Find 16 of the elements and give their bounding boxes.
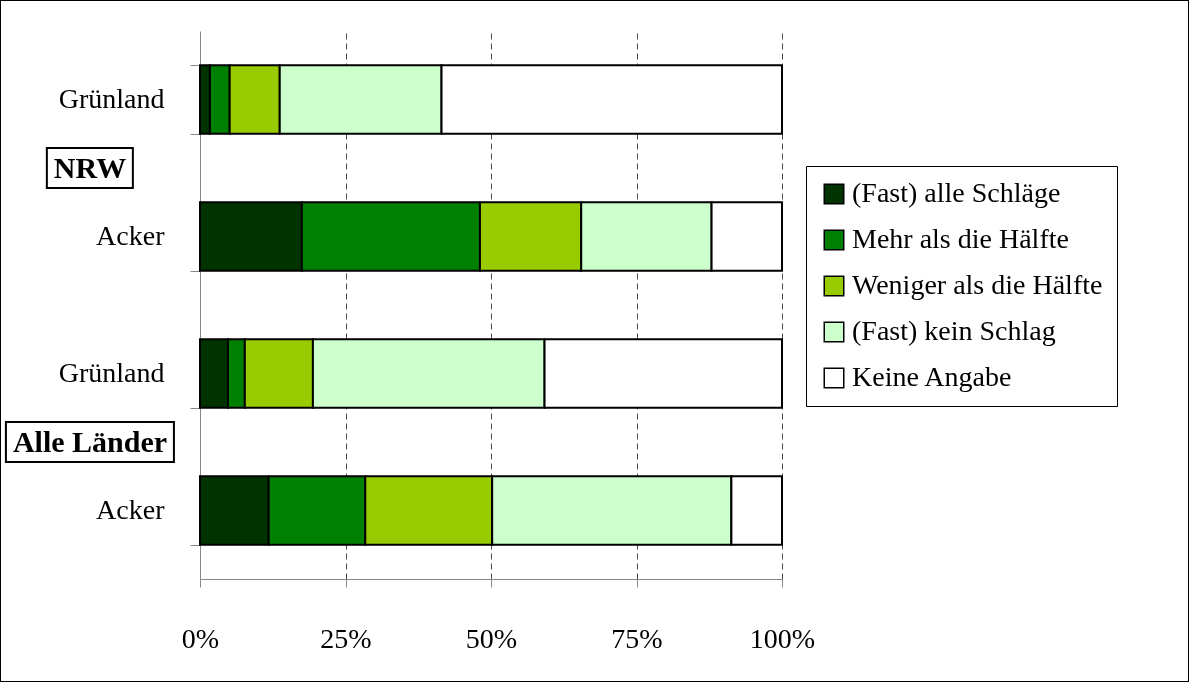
y-tick-label: Grünland (58, 357, 165, 388)
legend-label: Weniger als die Hälfte (852, 269, 1103, 300)
text: Alle Länder (4, 421, 176, 463)
x-tick-label: 75% (611, 622, 663, 654)
y-tick-label: Acker (96, 494, 166, 525)
x-tick-label: 25% (320, 622, 372, 654)
x-tick-label: 50% (465, 622, 518, 654)
legend-label: (Fast) kein Schlag (852, 315, 1056, 346)
x-tick-label: 0% (181, 622, 220, 654)
y-tick-label: Grünland (58, 83, 165, 114)
y-tick-label: Acker (96, 220, 166, 251)
x-tick-label: 100% (749, 622, 816, 654)
text: NRW (45, 147, 135, 189)
legend-label: Keine Angabe (852, 361, 1012, 392)
legend-label: Mehr als die Hälfte (852, 223, 1069, 254)
legend-label: (Fast) alle Schläge (852, 177, 1061, 208)
